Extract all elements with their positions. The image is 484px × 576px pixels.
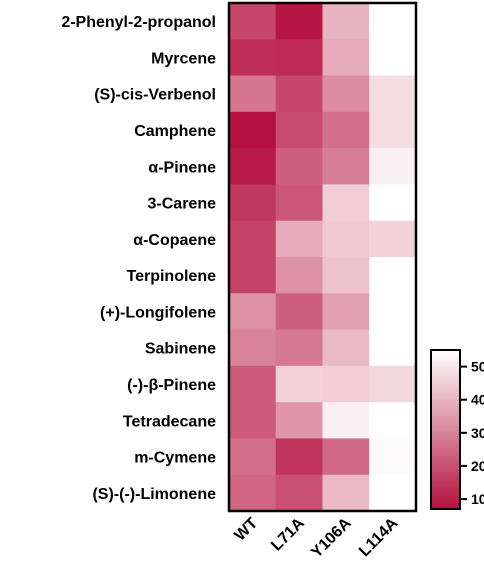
heatmap-cell	[322, 257, 370, 294]
heatmap-cell	[322, 75, 370, 113]
heatmap-cell	[229, 3, 277, 40]
row-label: Tetradecane	[123, 413, 216, 430]
colorbar: 10 20 30 40 50	[430, 349, 484, 510]
heatmap-cell	[322, 438, 370, 476]
heatmap-cell	[322, 3, 370, 40]
heatmap-cell	[369, 148, 417, 186]
heatmap-cell	[322, 148, 370, 186]
column-label: L71A	[268, 514, 308, 554]
row-label: α-Copaene	[133, 232, 216, 249]
heatmap-cell	[229, 293, 277, 331]
heatmap-cell	[229, 75, 277, 113]
row-label: 2-Phenyl-2-propanol	[61, 14, 216, 31]
row-label: Sabinene	[145, 341, 216, 358]
heatmap-cell	[369, 184, 417, 222]
heatmap-cell	[275, 474, 324, 512]
heatmap-cell	[369, 39, 417, 77]
column-label: L114A	[356, 514, 402, 560]
heatmap-cell	[275, 365, 324, 403]
row-label: (S)-(-)-Limonene	[92, 486, 216, 503]
heatmap-cell	[275, 293, 324, 331]
heatmap-frame	[227, 1, 418, 513]
heatmap-cell	[275, 148, 324, 186]
row-label: Terpinolene	[127, 268, 217, 285]
column-label: WT	[232, 515, 262, 545]
colorbar-tick-label: 50	[471, 359, 484, 375]
column-label: Y106A	[308, 514, 355, 561]
heatmap-cell	[229, 257, 277, 294]
colorbar-gradient	[430, 349, 461, 510]
heatmap-cell	[322, 184, 370, 222]
heatmap-cell	[322, 39, 370, 77]
heatmap-cell	[322, 474, 370, 512]
row-label: α-Pinene	[148, 159, 216, 176]
row-label: m-Cymene	[134, 450, 216, 467]
heatmap-cell	[322, 402, 370, 440]
colorbar-tick-label: 40	[471, 392, 484, 408]
heatmap-cell	[275, 257, 324, 294]
heatmap-cell	[229, 148, 277, 186]
heatmap-cell	[275, 3, 324, 40]
heatmap-cell	[229, 111, 277, 149]
heatmap-cell	[369, 365, 417, 403]
heatmap-cell	[229, 329, 277, 367]
heatmap-cell	[369, 438, 417, 476]
row-label: 3-Carene	[148, 196, 217, 213]
heatmap-cell	[229, 365, 277, 403]
heatmap-cell	[275, 111, 324, 149]
heatmap-cell	[369, 75, 417, 113]
heatmap-cell	[275, 184, 324, 222]
row-label: (-)-β-Pinene	[127, 377, 216, 394]
heatmap-cell	[229, 220, 277, 258]
heatmap-cell	[322, 293, 370, 331]
heatmap-cell	[229, 402, 277, 440]
heatmap-cell	[369, 111, 417, 149]
heatmap-cell	[369, 220, 417, 258]
heatmap-cell	[229, 474, 277, 512]
heatmap-cell	[322, 220, 370, 258]
colorbar-tick-label: 10	[471, 491, 484, 507]
heatmap-cell	[275, 39, 324, 77]
row-label: Camphene	[134, 123, 216, 140]
heatmap-cell	[369, 474, 417, 512]
heatmap-cell	[369, 293, 417, 331]
heatmap-cells	[229, 3, 417, 512]
colorbar-tick-label: 30	[471, 425, 484, 441]
heatmap-cell	[229, 438, 277, 476]
heatmap-cell	[275, 220, 324, 258]
heatmap-cell	[275, 329, 324, 367]
heatmap-cell	[369, 3, 417, 40]
row-label: Myrcene	[151, 50, 216, 67]
column-labels: WT L71A Y106A L114A	[232, 514, 402, 561]
colorbar-tick-label: 20	[471, 458, 484, 474]
heatmap-cell	[322, 329, 370, 367]
heatmap-cell	[369, 329, 417, 367]
heatmap-cell	[275, 75, 324, 113]
heatmap-cell	[322, 365, 370, 403]
heatmap-cell	[369, 257, 417, 294]
heatmap-cell	[322, 111, 370, 149]
row-labels: 2-Phenyl-2-propanol Myrcene (S)-cis-Verben…	[61, 14, 216, 503]
heatmap-cell	[369, 402, 417, 440]
row-label: (S)-cis-Verbenol	[94, 87, 216, 104]
row-label: (+)-Longifolene	[100, 304, 216, 321]
heatmap-cell	[275, 438, 324, 476]
heatmap-cell	[229, 39, 277, 77]
heatmap-cell	[275, 402, 324, 440]
heatmap-cell	[229, 184, 277, 222]
